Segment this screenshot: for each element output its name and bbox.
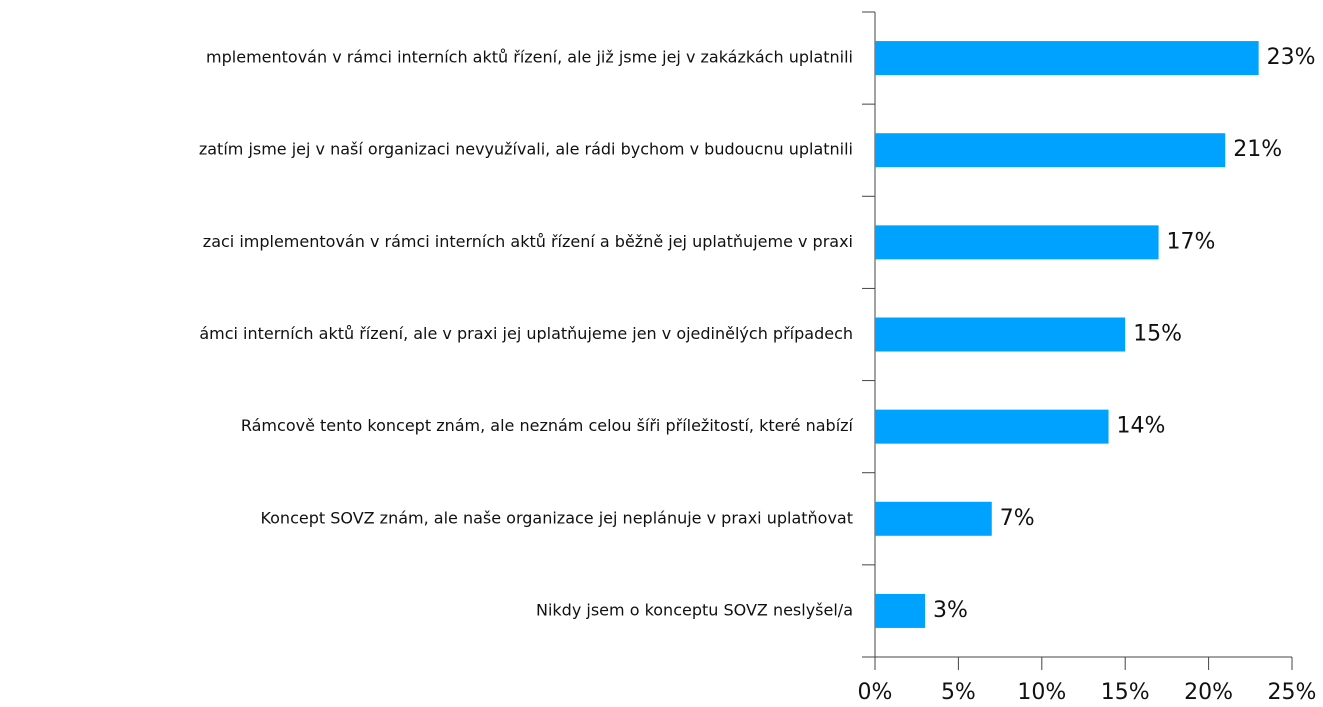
x-tick-label: 25%	[1268, 680, 1317, 705]
bar	[875, 317, 1126, 352]
category-label: ámci interních aktů řízení, ale v praxi …	[199, 324, 853, 343]
value-label: 21%	[1233, 137, 1282, 162]
x-tick-label: 10%	[1017, 680, 1066, 705]
value-label: 17%	[1167, 229, 1216, 254]
value-label: 15%	[1133, 322, 1182, 347]
value-label: 3%	[933, 598, 968, 623]
x-tick-label: 15%	[1101, 680, 1150, 705]
value-label: 7%	[1000, 506, 1035, 531]
x-tick-label: 0%	[858, 680, 893, 705]
category-label: Koncept SOVZ znám, ale naše organizace j…	[260, 508, 853, 527]
category-label: zatím jsme jej v naší organizaci nevyuží…	[199, 140, 853, 159]
bar	[875, 501, 992, 536]
bar	[875, 225, 1159, 260]
bar	[875, 133, 1226, 168]
category-label: Nikdy jsem o konceptu SOVZ neslyšel/a	[536, 600, 853, 619]
category-label: Rámcově tento koncept znám, ale neznám c…	[241, 416, 854, 435]
bar	[875, 593, 926, 628]
value-label: 14%	[1117, 414, 1166, 439]
category-label: zaci implementován v rámci interních akt…	[203, 232, 853, 251]
x-tick-label: 20%	[1184, 680, 1233, 705]
value-label: 23%	[1267, 45, 1316, 70]
bar	[875, 409, 1109, 444]
x-tick-label: 5%	[941, 680, 976, 705]
bar	[875, 41, 1259, 76]
category-label: mplementován v rámci interních aktů říze…	[206, 48, 853, 67]
